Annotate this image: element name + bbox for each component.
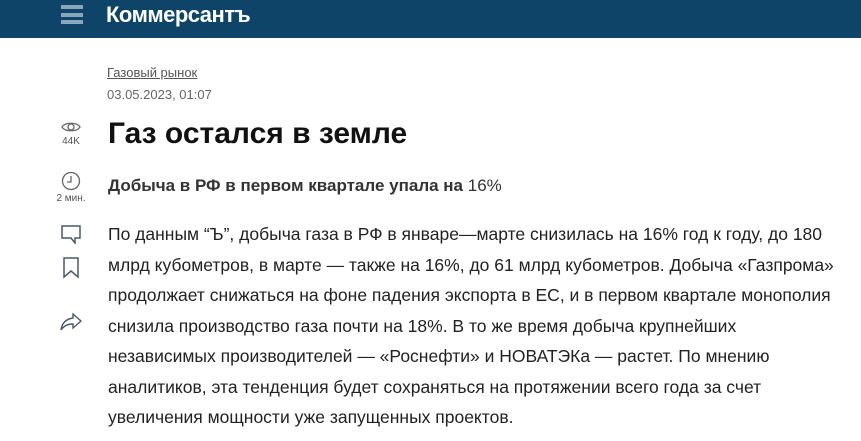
read-time-value: 2 мин. (56, 193, 86, 204)
menu-icon[interactable] (61, 5, 83, 24)
header: Коммерсантъ (0, 0, 861, 38)
bookmark-icon (63, 257, 79, 279)
share-button[interactable] (50, 313, 92, 331)
comment-icon (61, 225, 81, 244)
article-title: Газ остался в земле (108, 117, 408, 150)
logo[interactable]: Коммерсантъ (106, 2, 251, 27)
rubric-link[interactable]: Газовый рынок (107, 65, 198, 80)
subtitle-text: Добыча в РФ в первом квартале упала на (108, 176, 464, 195)
article-subtitle: Добыча в РФ в первом квартале упала на 1… (108, 176, 502, 196)
publish-date: 03.05.2023, 01:07 (107, 87, 212, 102)
eye-icon (61, 122, 81, 132)
views-counter: 44K (50, 120, 92, 147)
read-time: 2 мин. (50, 171, 92, 204)
bookmark-button[interactable] (50, 257, 92, 279)
article-body: По данным “Ъ”, добыча газа в РФ в январе… (108, 224, 834, 427)
clock-icon (61, 171, 81, 191)
views-count: 44K (62, 136, 80, 147)
comments-button[interactable] (50, 224, 92, 244)
share-icon (60, 313, 82, 331)
subtitle-value: 16% (467, 176, 502, 195)
